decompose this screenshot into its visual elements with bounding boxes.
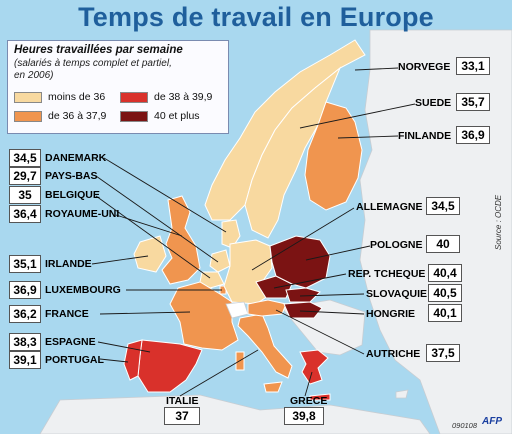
value-rep-tcheque: 40,4 [428,264,462,282]
label-pays-bas: PAYS-BAS [45,170,98,182]
legend-swatch-40-plus [120,111,148,122]
country-pologne [269,235,331,289]
value-suede: 35,7 [456,93,490,111]
value-luxembourg: 36,9 [9,281,41,299]
value-norvege: 33,1 [456,57,490,75]
legend-label-moins-36: moins de 36 [48,91,106,103]
country-royaume-uni [161,195,201,285]
country-grece [299,349,329,385]
page-title: Temps de travail en Europe [78,2,434,32]
label-hongrie: HONGRIE [366,308,416,320]
country-finlande [304,101,363,211]
legend-label-40-plus: 40 et plus [154,110,200,122]
country-danemark [221,219,241,249]
label-slovaquie: SLOVAQUIE [366,288,428,300]
leader-lines [91,67,416,397]
country-slovaquie [285,287,321,303]
label-norvege: NORVEGE [398,61,451,73]
value-finlande: 36,9 [456,126,490,144]
label-danemark: DANEMARK [45,152,107,164]
legend-swatch-38-39 [120,92,148,103]
value-portugal: 39,1 [9,351,41,369]
value-italie: 37 [164,407,200,425]
legend-subtitle-2: en 2006) [14,70,54,81]
island-sicile [263,381,283,393]
label-autriche: AUTRICHE [366,348,421,360]
label-suede: SUEDE [415,97,452,109]
label-france: FRANCE [45,308,89,320]
label-finlande: FINLANDE [398,130,452,142]
value-royaume-uni: 36,4 [9,205,41,223]
legend-label-38-39: de 38 à 39,9 [154,91,213,103]
country-belgique [199,271,225,289]
value-slovaquie: 40,5 [428,284,462,302]
legend-label-36-37: de 36 à 37,9 [48,110,107,122]
label-portugal: PORTUGAL [45,354,104,366]
legend-title: Heures travaillées par semaine [14,44,183,56]
label-allemagne: ALLEMAGNE [356,201,423,213]
value-espagne: 38,3 [9,333,41,351]
afp-logo: AFP [482,416,502,427]
source-note: Source : OCDE [494,194,503,250]
label-belgique: BELGIQUE [45,189,100,201]
legend-subtitle-1: (salariés à temps complet et partiel, [14,58,172,69]
value-autriche: 37,5 [426,344,460,362]
value-hongrie: 40,1 [428,304,462,322]
island-chypre [395,389,409,399]
country-autriche [247,299,287,317]
label-irlande: IRLANDE [45,258,92,270]
label-espagne: ESPAGNE [45,336,96,348]
graphic-code: 090108 [452,421,478,430]
legend-swatch-moins-36 [14,92,42,103]
legend: Heures travaillées par semaine (salariés… [7,40,229,134]
island-crete [309,393,331,401]
country-irlande [133,235,167,273]
value-irlande: 35,1 [9,255,41,273]
value-allemagne: 34,5 [426,197,460,215]
country-france [169,281,239,351]
country-suede [244,66,342,239]
country-hongrie [283,301,323,319]
value-belgique: 35 [9,186,41,204]
label-pologne: POLOGNE [370,239,423,251]
land-africa [39,394,431,434]
label-grece: GRECE [290,395,328,407]
value-france: 36,2 [9,305,41,323]
value-grece: 39,8 [284,407,324,425]
label-italie: ITALIE [166,395,199,407]
value-pologne: 40 [426,235,460,253]
value-danemark: 34,5 [9,149,41,167]
country-pays-bas [209,249,231,273]
label-rep-tcheque: REP. TCHEQUE [348,268,426,280]
label-luxembourg: LUXEMBOURG [45,284,121,296]
country-italie [237,313,293,379]
label-royaume-uni: ROYAUME-UNI [45,208,120,220]
value-pays-bas: 29,7 [9,167,41,185]
legend-swatch-36-37 [14,111,42,122]
